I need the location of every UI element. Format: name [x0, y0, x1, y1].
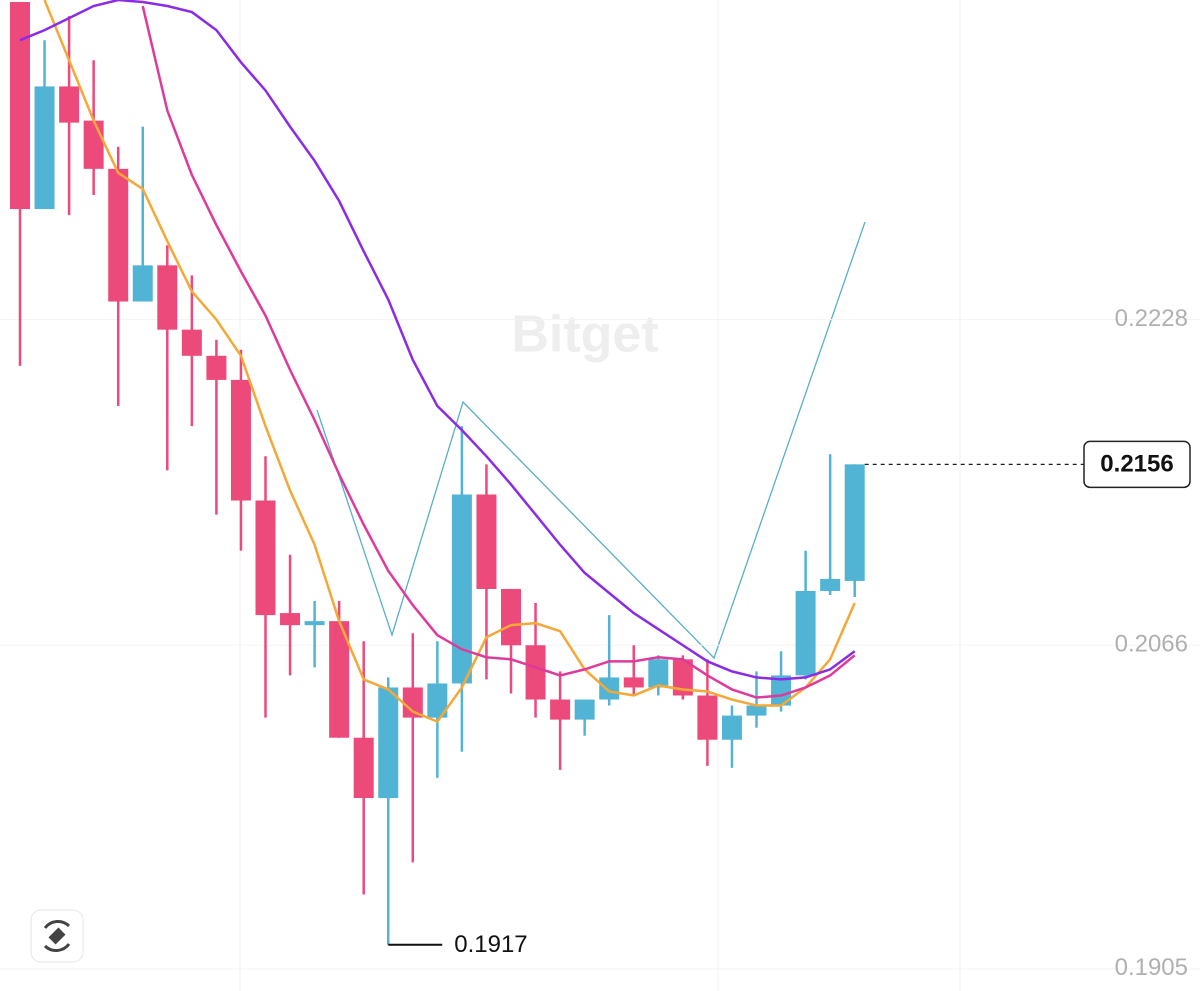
candle-body: [820, 578, 841, 591]
candle-body: [34, 86, 55, 210]
candle-body: [108, 168, 129, 302]
candle-body: [623, 677, 644, 688]
candle-body: [181, 329, 202, 356]
candle-body: [206, 355, 227, 380]
candle-body: [353, 737, 374, 799]
ma-line: [19, 0, 856, 681]
candle-body: [721, 715, 742, 740]
candle-body: [746, 705, 767, 716]
candle-body: [230, 379, 251, 501]
y-tick-label: 0.2228: [1115, 305, 1188, 332]
candle-body: [59, 86, 80, 123]
candle-body: [550, 699, 571, 720]
candle-body: [132, 265, 153, 302]
candle-body: [697, 695, 718, 740]
candle-body: [280, 613, 301, 626]
low-marker-label: 0.1917: [454, 931, 527, 958]
y-tick-label: 0.1905: [1115, 954, 1188, 981]
ma-line: [141, 5, 856, 699]
ma-line: [43, 0, 856, 724]
candle-body: [476, 494, 497, 589]
candle-body: [157, 265, 178, 330]
button-icon: [48, 927, 66, 945]
candle-body: [402, 687, 423, 718]
last-price-box: [1083, 440, 1191, 489]
candle-body: [451, 494, 472, 684]
candle-body: [795, 590, 816, 676]
candle-body: [672, 659, 693, 696]
reset-button[interactable]: [30, 909, 84, 963]
candle-body: [304, 621, 325, 626]
candle-body: [648, 659, 669, 688]
y-tick-label: 0.2066: [1115, 631, 1188, 658]
button-icon: [43, 920, 71, 952]
candle-body: [844, 464, 865, 581]
candle-body: [378, 687, 399, 799]
candle-body: [83, 120, 104, 169]
candle-body: [574, 699, 595, 720]
trend-drawing: [316, 221, 866, 660]
candle-body: [427, 683, 448, 718]
candle-body: [255, 500, 276, 616]
candle-body: [501, 588, 521, 646]
candle-body: [10, 2, 30, 210]
candle-body: [329, 621, 350, 738]
watermark: Bitget: [511, 306, 658, 364]
candle-body: [525, 645, 546, 700]
candle-body: [771, 675, 792, 706]
candle-body: [599, 677, 620, 700]
last-price-label: 0.2156: [1100, 451, 1173, 478]
